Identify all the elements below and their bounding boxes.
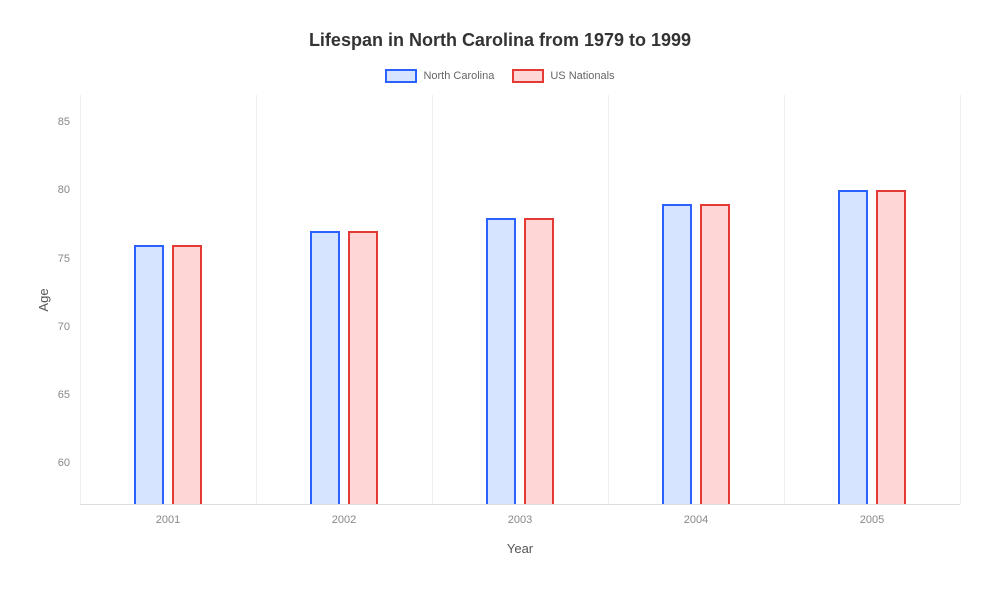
bar-us-nationals-2002 bbox=[348, 231, 378, 504]
x-tick: 2005 bbox=[860, 514, 884, 526]
gridline-vertical bbox=[608, 95, 609, 504]
gridline-vertical bbox=[80, 95, 81, 504]
x-tick: 2001 bbox=[156, 514, 180, 526]
bar-north-carolina-2001 bbox=[134, 245, 164, 504]
gridline-vertical bbox=[432, 95, 433, 504]
legend-item-0: North Carolina bbox=[385, 69, 494, 83]
legend-swatch bbox=[512, 69, 544, 83]
bar-north-carolina-2005 bbox=[838, 190, 868, 504]
x-axis-label: Year bbox=[80, 541, 960, 556]
bar-us-nationals-2003 bbox=[524, 218, 554, 504]
x-tick: 2002 bbox=[332, 514, 356, 526]
bar-us-nationals-2005 bbox=[876, 190, 906, 504]
chart-title: Lifespan in North Carolina from 1979 to … bbox=[20, 30, 980, 51]
gridline-vertical bbox=[784, 95, 785, 504]
x-tick: 2003 bbox=[508, 514, 532, 526]
bar-north-carolina-2003 bbox=[486, 218, 516, 504]
bar-us-nationals-2001 bbox=[172, 245, 202, 504]
bar-north-carolina-2002 bbox=[310, 231, 340, 504]
legend: North Carolina US Nationals bbox=[20, 69, 980, 83]
legend-label: US Nationals bbox=[550, 70, 614, 82]
y-axis-label: Age bbox=[36, 288, 51, 311]
plot-wrapper: Age 60657075808520012002200320042005 Yea… bbox=[80, 95, 960, 505]
gridline-vertical bbox=[960, 95, 961, 504]
legend-item-1: US Nationals bbox=[512, 69, 614, 83]
bar-us-nationals-2004 bbox=[700, 204, 730, 504]
legend-swatch bbox=[385, 69, 417, 83]
chart-container: Lifespan in North Carolina from 1979 to … bbox=[0, 0, 1000, 600]
legend-label: North Carolina bbox=[423, 70, 494, 82]
bar-north-carolina-2004 bbox=[662, 204, 692, 504]
plot-area: 60657075808520012002200320042005 bbox=[80, 95, 960, 505]
x-tick: 2004 bbox=[684, 514, 708, 526]
gridline-vertical bbox=[256, 95, 257, 504]
